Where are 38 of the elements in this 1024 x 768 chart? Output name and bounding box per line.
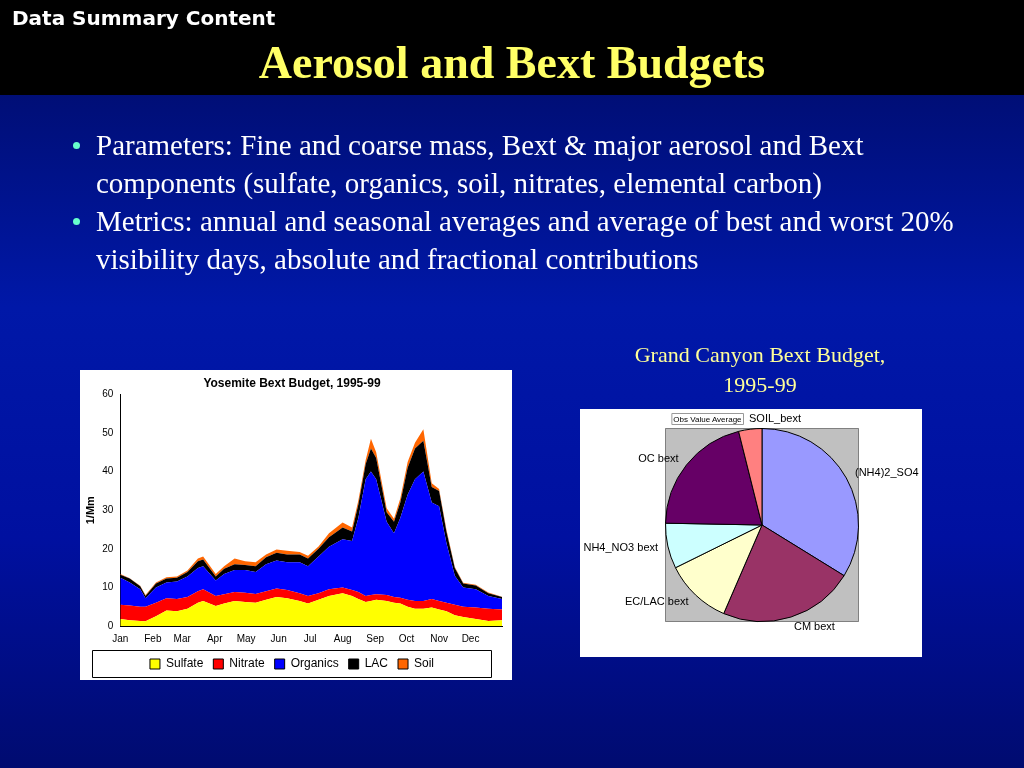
text: Metrics: annual and seasonal averages and average of best and worst 20% visibility days, absolute and fractional contributions [96,204,955,277]
text: Obs Value Average [673,414,743,424]
y-tick-label: 20 [102,542,114,554]
y-tick-label: 0 [107,619,114,631]
x-tick-label: Jul [303,632,317,644]
text: Parameters: Fine and coarse mass, Bext & major aerosol and Bext components (sulfate, organics, soil, nitrates, elemental carbon) [96,128,865,201]
y-tick-label: 50 [102,426,114,438]
x-tick-label: Mar [173,632,192,644]
slice-label: NH4_NO3 bext [583,541,659,554]
slice-label: SOIL_bext [748,412,801,425]
x-tick-label: Jun [270,632,287,644]
y-tick-label: 30 [102,503,114,515]
y-axis-title: 1/Mm [83,495,96,525]
x-tick-label: Dec [461,632,480,644]
chart-title: Yosemite Bext Budget, 1995-99 [203,375,381,390]
x-tick-label: Nov [430,632,448,644]
legend-label: Sulfate [165,656,204,671]
slice-label: OC bext [638,451,679,464]
legend-label: Nitrate [229,656,265,671]
slice-label: (NH4)2_SO4 [855,466,919,479]
text: Data Summary Content [12,6,276,30]
y-tick-label: 10 [102,581,114,593]
x-tick-label: Jan [112,632,129,644]
x-tick-label: Sep [366,632,385,644]
x-tick-label: May [236,632,256,644]
y-tick-label: 60 [102,388,114,400]
legend-label: Organics [290,656,339,671]
x-tick-label: Oct [398,632,415,644]
slice-label: CM bext [793,619,835,632]
text: Aerosol and Bext Budgets [257,36,767,89]
slice-label: EC/LAC bext [625,595,689,608]
legend-label: LAC [364,656,389,671]
y-tick-label: 40 [102,465,114,477]
x-tick-label: Feb [144,632,162,644]
legend-label: Soil [414,656,435,671]
chart-title: Grand Canyon Bext Budget, 1995-99 [633,341,887,399]
x-tick-label: Apr [206,632,224,644]
x-tick-label: Aug [333,632,352,644]
